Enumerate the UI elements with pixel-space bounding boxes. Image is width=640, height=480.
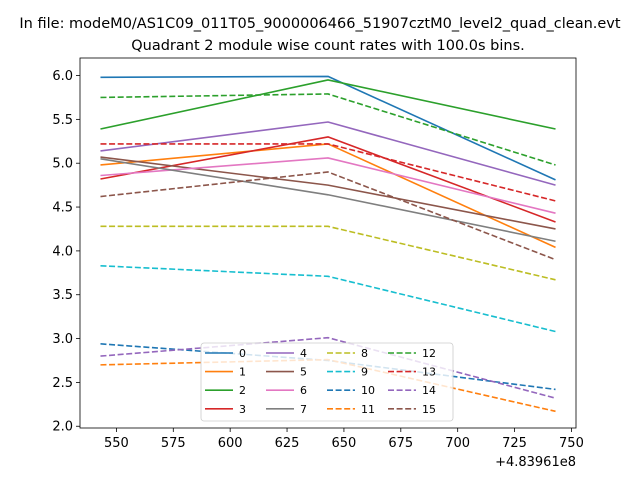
y-tick-label: 4.0 xyxy=(52,244,73,259)
x-tick-label: 550 xyxy=(104,436,129,451)
x-tick-label: 625 xyxy=(275,436,300,451)
series-line-15 xyxy=(100,171,556,261)
y-tick-label: 6.0 xyxy=(52,69,73,84)
series-line-6 xyxy=(100,157,556,214)
legend-item-9: 9 xyxy=(327,366,368,379)
axes-frame xyxy=(79,57,577,429)
legend-label: 10 xyxy=(361,384,375,397)
legend-label: 13 xyxy=(422,366,436,379)
legend-label: 1 xyxy=(239,366,246,379)
legend-item-1: 1 xyxy=(205,366,246,379)
legend-label: 7 xyxy=(300,403,307,416)
legend-item-15: 15 xyxy=(388,403,436,416)
y-axis: 2.0 2.5 3.0 3.5 4.0 4.5 5.0 5.5 6.0 xyxy=(52,69,80,435)
y-tick-label: 3.5 xyxy=(52,288,73,303)
series-line-14 xyxy=(100,336,556,399)
x-tick-label: 650 xyxy=(332,436,357,451)
x-axis: 550 575 600 625 650 675 700 725 750 xyxy=(104,428,584,451)
legend-label: 4 xyxy=(300,347,307,360)
y-tick-label: 5.0 xyxy=(52,157,73,172)
legend-item-10: 10 xyxy=(327,384,375,397)
legend-item-0: 0 xyxy=(205,347,246,360)
y-tick-label: 4.5 xyxy=(52,201,73,216)
y-tick-label: 2.0 xyxy=(52,420,73,435)
legend-label: 6 xyxy=(300,384,307,397)
chart-title: Quadrant 2 module wise count rates with … xyxy=(131,38,525,54)
y-tick-label: 5.5 xyxy=(52,113,73,128)
legend-label: 3 xyxy=(239,403,246,416)
series-line-7 xyxy=(100,158,556,243)
legend-label: 5 xyxy=(300,366,307,379)
legend-label: 12 xyxy=(422,347,436,360)
legend-item-13: 13 xyxy=(388,366,436,379)
legend-label: 14 xyxy=(422,384,436,397)
x-tick-label: 575 xyxy=(161,436,186,451)
legend-item-3: 3 xyxy=(205,403,246,416)
series-line-9 xyxy=(100,264,556,333)
legend-item-11: 11 xyxy=(327,403,375,416)
series-line-12 xyxy=(100,93,556,166)
x-tick-label: 750 xyxy=(559,436,584,451)
x-tick-label: 700 xyxy=(445,436,470,451)
legend-label: 2 xyxy=(239,384,246,397)
y-tick-label: 3.0 xyxy=(52,332,73,347)
y-tick-label: 2.5 xyxy=(52,376,73,391)
series-line-13 xyxy=(100,143,556,202)
figure-suptitle: In file: modeM0/AS1C09_011T05_9000006466… xyxy=(19,16,620,32)
series-line-4 xyxy=(100,121,556,186)
series-line-2 xyxy=(100,79,556,130)
legend-item-2: 2 xyxy=(205,384,246,397)
legend-item-6: 6 xyxy=(266,384,307,397)
legend-label: 9 xyxy=(361,366,368,379)
x-tick-label: 675 xyxy=(388,436,413,451)
series-line-3 xyxy=(100,136,556,223)
series-line-5 xyxy=(100,156,556,230)
legend-item-12: 12 xyxy=(388,347,436,360)
legend-box xyxy=(200,342,454,422)
x-axis-offset-label: +4.83961e8 xyxy=(495,455,576,470)
legend-label: 8 xyxy=(361,347,368,360)
legend-label: 0 xyxy=(239,347,246,360)
legend-item-4: 4 xyxy=(266,347,307,360)
legend-label: 15 xyxy=(422,403,436,416)
legend-item-8: 8 xyxy=(327,347,368,360)
legend-item-5: 5 xyxy=(266,366,307,379)
legend-label: 11 xyxy=(361,403,375,416)
x-tick-label: 600 xyxy=(218,436,243,451)
legend-item-7: 7 xyxy=(266,403,307,416)
series-line-0 xyxy=(100,75,556,181)
legend-item-14: 14 xyxy=(388,384,436,397)
series-line-8 xyxy=(100,225,556,281)
x-tick-label: 725 xyxy=(502,436,527,451)
